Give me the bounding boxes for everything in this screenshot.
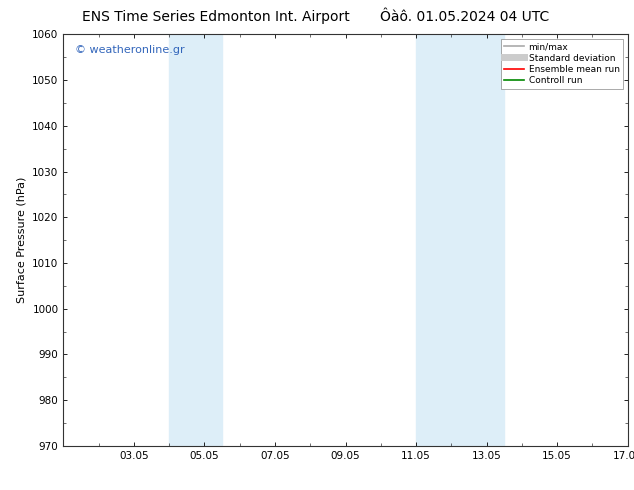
Text: © weatheronline.gr: © weatheronline.gr: [75, 45, 184, 54]
Text: ENS Time Series Edmonton Int. Airport: ENS Time Series Edmonton Int. Airport: [82, 10, 350, 24]
Bar: [416, 34, 504, 446]
Legend: min/max, Standard deviation, Ensemble mean run, Controll run: min/max, Standard deviation, Ensemble me…: [501, 39, 623, 89]
Text: Ôàô. 01.05.2024 04 UTC: Ôàô. 01.05.2024 04 UTC: [380, 10, 550, 24]
Bar: [169, 34, 222, 446]
Y-axis label: Surface Pressure (hPa): Surface Pressure (hPa): [16, 177, 27, 303]
